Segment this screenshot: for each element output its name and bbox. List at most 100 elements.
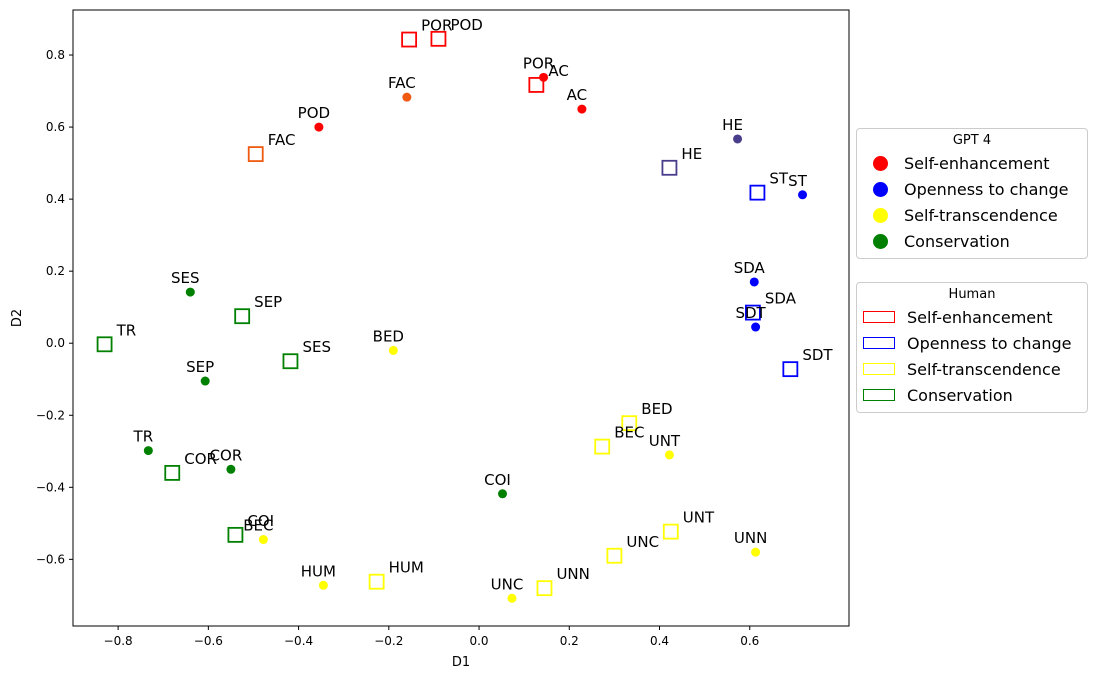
gpt4-point-label: SEP	[186, 358, 214, 376]
human-point-pod	[430, 30, 447, 47]
y-tick-label: 0.6	[46, 120, 65, 134]
human-point-label: ST	[769, 170, 789, 188]
chart-marks	[96, 30, 808, 603]
human-point-ac	[528, 77, 545, 93]
y-tick-label: −0.4	[36, 480, 65, 494]
human-point-st	[749, 184, 766, 201]
human-point-unn	[536, 580, 553, 597]
human-point-label: UNT	[683, 509, 715, 527]
y-tick-label: −0.2	[36, 408, 65, 422]
human-point-label: POD	[450, 16, 482, 34]
legend-item-label: Conservation	[904, 231, 1010, 251]
human-point-sdt	[782, 361, 799, 378]
legend-item: Self-transcendence	[863, 356, 1081, 382]
gpt4-point-ses	[185, 287, 195, 297]
x-tick-label: 0.0	[469, 634, 488, 648]
gpt4-point-ac	[577, 104, 587, 114]
human-point-label: HE	[681, 145, 702, 163]
gpt4-point-label: HUM	[301, 562, 336, 580]
y-tick-label: 0.8	[46, 48, 65, 62]
gpt4-point-sdt	[751, 322, 761, 332]
gpt4-point-sda	[749, 277, 759, 287]
legend-item: Self-enhancement	[863, 150, 1081, 176]
human-point-label: BED	[641, 400, 672, 418]
human-point-label: BEC	[614, 424, 644, 442]
human-point-label: POR	[421, 17, 452, 35]
legend-circle-marker	[873, 233, 888, 249]
human-point-bec	[594, 438, 611, 455]
x-tick-label: 0.6	[740, 634, 759, 648]
legend-square-marker	[863, 311, 895, 323]
y-tick-label: −0.6	[36, 552, 65, 566]
human-point-label: AC	[548, 62, 568, 80]
legend-square-marker	[863, 337, 895, 349]
legend-item-label: Conservation	[907, 385, 1013, 405]
legend-item-label: Self-transcendence	[907, 359, 1061, 379]
gpt4-point-label: BED	[373, 327, 404, 345]
gpt4-point-cor	[226, 464, 236, 474]
y-axis-label: D2	[10, 309, 25, 327]
human-point-label: HUM	[389, 559, 424, 577]
human-point-label: COR	[184, 450, 217, 468]
gpt4-point-label: SDT	[735, 304, 766, 322]
human-point-label: COI	[247, 512, 274, 530]
gpt4-point-st	[798, 190, 808, 200]
gpt4-point-sep	[200, 376, 210, 386]
gpt4-point-coi	[498, 489, 508, 499]
human-point-unc	[606, 547, 623, 564]
gpt4-point-label: POD	[298, 104, 330, 122]
gpt4-point-unt	[664, 450, 674, 460]
gpt4-point-label: ST	[788, 172, 808, 190]
human-point-fac	[247, 146, 264, 162]
x-axis-label: D1	[452, 655, 470, 670]
gpt4-point-fac	[402, 92, 412, 102]
x-tick-label: −0.2	[374, 634, 403, 648]
x-tick-label: −0.6	[194, 634, 223, 648]
gpt4-point-he	[733, 134, 743, 144]
x-tick-label: −0.4	[284, 634, 313, 648]
gpt4-point-label: TR	[133, 428, 154, 446]
gpt4-point-label: SES	[171, 269, 200, 287]
human-point-label: SES	[302, 338, 331, 356]
human-point-label: FAC	[268, 131, 296, 149]
legend-circle-marker	[873, 155, 888, 171]
gpt4-point-label: SDA	[734, 259, 766, 277]
legend-square-marker	[863, 389, 895, 401]
gpt4-point-label: COR	[210, 446, 243, 464]
legend-item: Conservation	[863, 382, 1081, 408]
human-point-sep	[234, 308, 251, 325]
gpt4-point-label: UNC	[491, 575, 524, 593]
y-tick-label: 0.4	[46, 192, 65, 206]
human-point-label: SEP	[254, 293, 282, 311]
legend-item: Openness to change	[863, 176, 1081, 202]
legend-item: Self-enhancement	[863, 304, 1081, 330]
gpt4-point-bec	[258, 535, 268, 545]
legend-square-marker	[863, 363, 895, 375]
gpt4-point-label: FAC	[388, 74, 416, 92]
gpt4-point-unc	[507, 593, 517, 603]
human-point-label: SDA	[765, 290, 797, 308]
legend-title: GPT 4	[952, 133, 992, 148]
human-point-ses	[282, 353, 299, 370]
human-point-tr	[96, 336, 113, 353]
human-point-label: SDT	[802, 346, 833, 364]
y-tick-label: 0.0	[46, 336, 65, 350]
gpt4-point-bed	[388, 345, 398, 355]
human-point-coi	[227, 526, 244, 543]
legend-item-label: Self-enhancement	[907, 307, 1053, 327]
x-tick-label: −0.8	[104, 634, 133, 648]
human-point-hum	[368, 573, 385, 590]
gpt4-point-label: HE	[722, 116, 743, 134]
gpt4-point-label: COI	[484, 471, 511, 489]
gpt4-point-tr	[143, 446, 153, 456]
plot-frame	[72, 9, 850, 627]
gpt4-point-label: BEC	[243, 517, 273, 535]
y-tick-label: 0.2	[46, 264, 65, 278]
legend-item: Conservation	[863, 228, 1081, 254]
gpt4-point-pod	[314, 122, 324, 132]
legend-circle-marker	[873, 207, 888, 223]
legend-item: Self-transcendence	[863, 202, 1081, 228]
gpt4-point-label: POR	[523, 54, 554, 72]
legend-item: Openness to change	[863, 330, 1081, 356]
